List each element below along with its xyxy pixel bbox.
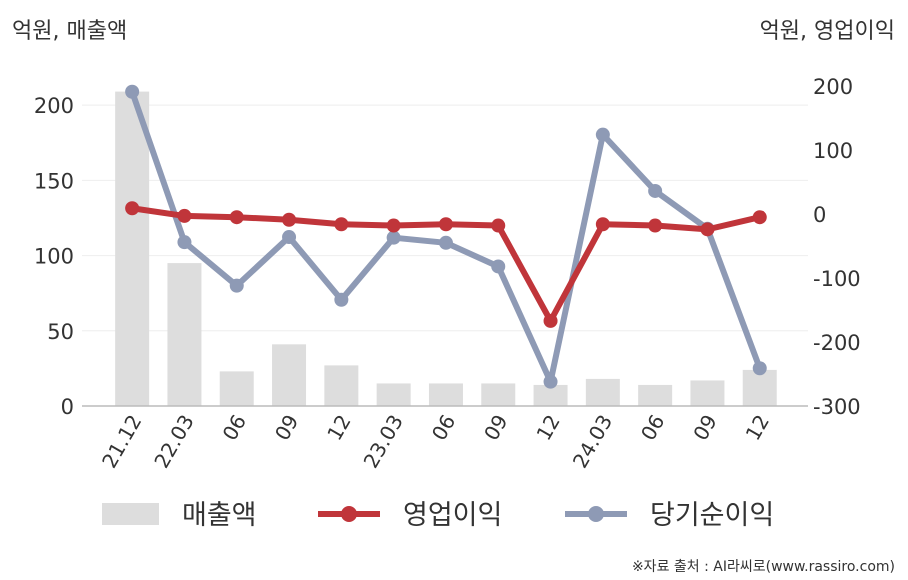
x-tick-label: 23.03 <box>359 411 408 473</box>
right-tick-label: 100 <box>813 139 853 163</box>
x-tick-label: 12 <box>531 411 565 445</box>
net-income-point <box>386 230 401 245</box>
bar-revenue <box>481 383 516 406</box>
legend-label-revenue: 매출액 <box>182 500 257 531</box>
left-tick-label: 0 <box>61 395 74 419</box>
x-tick-label: 22.03 <box>149 411 198 473</box>
net-income-point <box>491 259 506 274</box>
right-tick-label: 0 <box>813 203 826 227</box>
legend-label-net-income: 당기순이익 <box>650 500 774 531</box>
x-tick-label: 09 <box>270 411 304 445</box>
operating-profit-point <box>491 218 506 233</box>
net-income-point <box>595 127 610 142</box>
bar-revenue <box>376 383 411 406</box>
legend-marker-net-income <box>588 506 604 522</box>
right-tick-label: 200 <box>813 75 853 99</box>
left-tick-label: 200 <box>34 94 74 118</box>
x-tick-label: 21.12 <box>97 411 146 473</box>
x-tick-label: 06 <box>427 411 461 445</box>
net-income-point <box>648 183 663 198</box>
operating-profit-point <box>282 212 297 227</box>
legend: 매출액 영업이익 당기순이익 <box>102 500 774 531</box>
x-tick-label: 12 <box>741 411 775 445</box>
left-tick-label: 50 <box>47 320 74 344</box>
operating-profit-point <box>752 210 767 225</box>
bar-revenue <box>167 263 202 406</box>
legend-label-operating-profit: 영업이익 <box>403 500 502 531</box>
operating-profit-point <box>125 201 140 216</box>
x-axis-ticks: 21.12 22.03 06 09 12 23.03 06 09 12 24.03 06 09 12 <box>97 411 774 473</box>
net-income-point <box>438 235 453 250</box>
bar-revenue <box>690 380 725 406</box>
operating-profit-point <box>700 222 715 237</box>
bar-revenue <box>324 365 359 406</box>
bar-series-revenue <box>115 91 777 406</box>
source-note: ※자료 출처 : AI라씨로(www.rassiro.com) <box>632 559 895 575</box>
bar-revenue <box>533 384 568 406</box>
line-series <box>125 84 767 389</box>
x-tick-label: 09 <box>688 411 722 445</box>
operating-profit-point <box>595 217 610 232</box>
legend-marker-operating-profit <box>341 506 357 522</box>
left-axis-unit: 억원, 매출액 <box>12 19 127 44</box>
operating-profit-point <box>543 313 558 328</box>
right-axis-ticks: -300 -200 -100 0 100 200 <box>813 75 861 419</box>
operating-profit-point <box>229 210 244 225</box>
net-income-point <box>282 230 297 245</box>
operating-profit-point <box>334 217 349 232</box>
right-tick-label: -200 <box>813 331 861 355</box>
net-income-point <box>752 361 767 376</box>
bar-revenue <box>585 378 620 406</box>
bar-revenue <box>428 383 463 406</box>
net-income-point <box>177 235 192 250</box>
bar-revenue <box>638 384 673 406</box>
net-income-point <box>125 84 140 99</box>
left-tick-label: 150 <box>34 169 74 193</box>
operating-profit-point <box>386 218 401 233</box>
bar-revenue <box>219 371 254 406</box>
left-axis-ticks: 0 50 100 150 200 <box>34 94 74 419</box>
operating-profit-point <box>438 217 453 232</box>
net-income-point <box>229 278 244 293</box>
x-tick-label: 09 <box>479 411 513 445</box>
x-tick-label: 06 <box>218 411 252 445</box>
right-tick-label: -300 <box>813 395 861 419</box>
net-income-point <box>543 374 558 389</box>
right-tick-label: -100 <box>813 267 861 291</box>
right-axis-unit: 억원, 영업이익 <box>760 19 895 44</box>
bar-revenue <box>742 369 777 406</box>
x-tick-label: 06 <box>636 411 670 445</box>
bar-revenue <box>115 91 150 406</box>
left-tick-label: 100 <box>34 245 74 269</box>
operating-profit-point <box>648 218 663 233</box>
legend-swatch-revenue <box>102 503 159 525</box>
operating-profit-point <box>177 208 192 223</box>
net-income-point <box>334 292 349 307</box>
bar-revenue <box>272 344 307 406</box>
x-tick-label: 12 <box>322 411 356 445</box>
x-tick-label: 24.03 <box>568 411 617 473</box>
